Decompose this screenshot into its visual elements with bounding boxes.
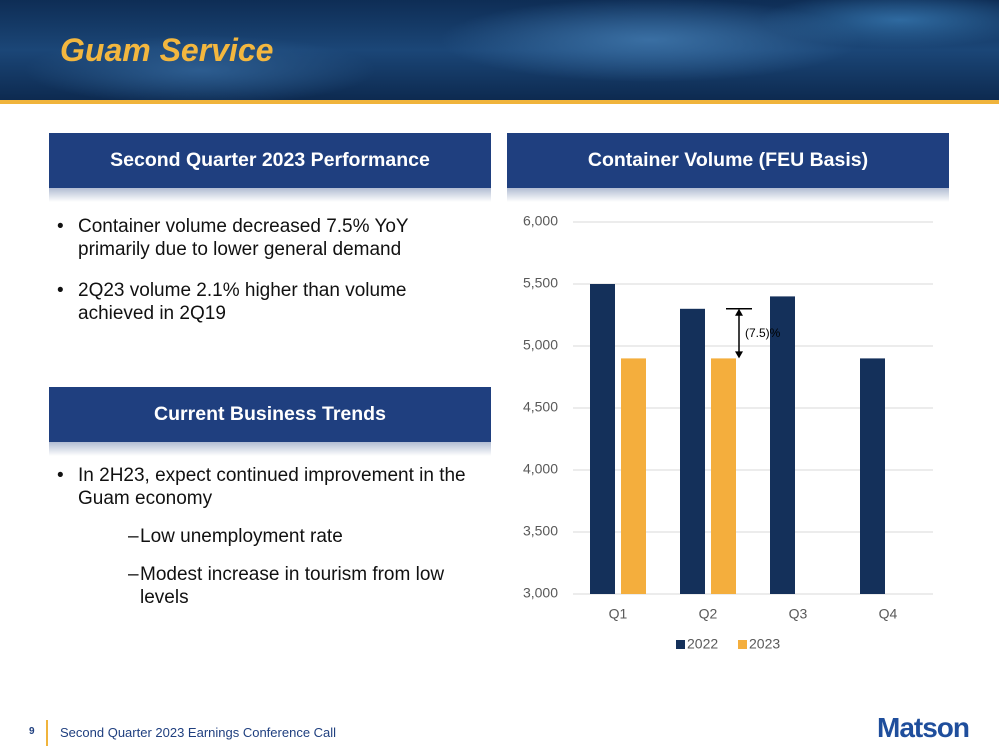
sub-bullet: Modest increase in tourism from low leve… (128, 563, 475, 609)
logo: Matson (877, 712, 970, 743)
arrow-head (735, 308, 743, 316)
panel-title: Current Business Trends (154, 403, 386, 425)
y-tick-label: 3,000 (523, 585, 558, 601)
gold-rule (0, 100, 999, 104)
legend-swatch (738, 640, 747, 649)
legend-label: 2023 (749, 636, 780, 652)
y-tick-label: 3,500 (523, 523, 558, 539)
page-number: 9 (29, 726, 35, 737)
slide-title: Guam Service (60, 32, 274, 68)
panel-title: Second Quarter 2023 Performance (110, 149, 430, 171)
footer-rule (46, 720, 48, 746)
y-tick-label: 5,000 (523, 337, 558, 353)
x-tick-label: Q4 (879, 606, 898, 622)
chart: 3,000 3,500 4,000 4,500 5,000 5,500 6,000 Q1 Q2 Q… (523, 213, 933, 652)
bullet-list: In 2H23, expect continued improvement in… (57, 464, 475, 624)
bar (860, 358, 885, 594)
panel-header: Second Quarter 2023 Performance (49, 133, 491, 202)
y-tick-label: 4,500 (523, 399, 558, 415)
x-tick-label: Q1 (609, 606, 628, 622)
x-tick-label: Q3 (789, 606, 808, 622)
bar (680, 308, 705, 594)
bullet: 2Q23 volume 2.1% higher than volume achi… (57, 279, 475, 325)
bullet: In 2H23, expect continued improvement in… (57, 464, 475, 510)
arrow-head (735, 351, 743, 359)
x-tick-label: Q2 (699, 606, 718, 622)
y-tick-label: 4,000 (523, 461, 558, 477)
legend-swatch (676, 640, 685, 649)
panel-header: Current Business Trends (49, 387, 491, 456)
y-tick-label: 6,000 (523, 213, 558, 229)
footer-text: Second Quarter 2023 Earnings Conference … (60, 725, 337, 740)
panel-title: Container Volume (FEU Basis) (587, 149, 869, 171)
annotation: (7.5)% (745, 326, 781, 340)
legend-label: 2022 (687, 636, 718, 652)
bar (711, 358, 736, 594)
bar (590, 284, 615, 594)
bullet-list: Container volume decreased 7.5% YoY prim… (57, 215, 475, 343)
bar (621, 358, 646, 594)
sub-bullet: Low unemployment rate (128, 525, 475, 548)
y-tick-label: 5,500 (523, 275, 558, 291)
bar (770, 296, 795, 594)
bullet: Container volume decreased 7.5% YoY prim… (57, 215, 475, 261)
panel-header: Container Volume (FEU Basis) (507, 133, 949, 202)
banner (0, 0, 999, 100)
